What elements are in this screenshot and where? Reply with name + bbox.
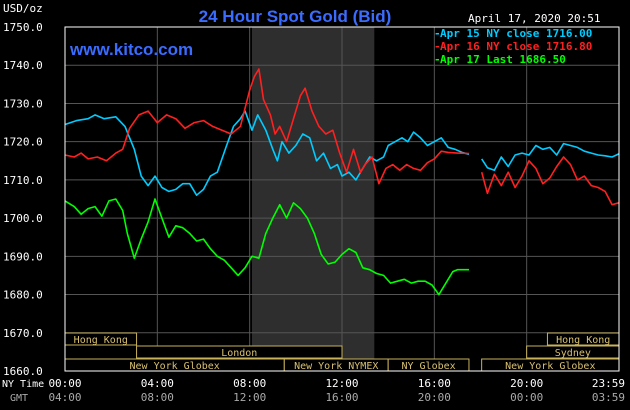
plot-frame	[64, 26, 620, 372]
session-bar-label: New York Globex	[505, 361, 595, 372]
session-bar: Hong Kong	[64, 332, 138, 346]
ny-time-row-label: NY Time	[2, 379, 44, 390]
session-bar-box	[136, 345, 343, 359]
y-tick-label: 1670.0	[3, 327, 43, 340]
session-bar-label: New York Globex	[129, 361, 219, 372]
session-bar-label: New York NYMEX	[294, 361, 378, 372]
price-lines	[64, 68, 620, 296]
session-bar-label: Hong Kong	[556, 335, 610, 346]
series-line	[64, 110, 470, 196]
x-tick-label-ny: 04:00	[141, 377, 174, 390]
kitco-watermark: www.kitco.com	[69, 40, 193, 59]
session-bar-label: Sydney	[555, 348, 591, 359]
series-line	[480, 156, 620, 206]
y-tick-label: 1660.0	[3, 365, 43, 378]
legend-entry-apr17: Apr 17 Last 1686.50	[440, 53, 566, 66]
y-tick-label: 1680.0	[3, 289, 43, 302]
y-tick-label: 1740.0	[3, 59, 43, 72]
y-axis-unit-label: USD/oz	[3, 2, 43, 15]
legend-entry-apr15: Apr 15 NY close 1716.00	[440, 27, 592, 40]
x-tick-label-ny: 12:00	[325, 377, 358, 390]
x-tick-label-gmt: 08:00	[141, 391, 174, 404]
x-tick-label-ny: 20:00	[510, 377, 543, 390]
session-bar: Sydney	[526, 345, 620, 359]
gmt-row-label: GMT	[10, 393, 28, 404]
x-tick-label-gmt: 20:00	[418, 391, 451, 404]
x-tick-label-gmt: 00:00	[510, 391, 543, 404]
series-line	[64, 68, 470, 185]
session-bar-label: NY Globex	[401, 361, 455, 372]
y-tick-label: 1720.0	[3, 136, 43, 149]
x-tick-label-gmt: 12:00	[233, 391, 266, 404]
svg-text:-: -	[434, 40, 441, 53]
x-tick-label-gmt: 16:00	[325, 391, 358, 404]
x-tick-label-ny: 00:00	[48, 377, 81, 390]
x-axis-ticks: 00:0004:0004:0008:0008:0012:0012:0016:00…	[48, 377, 625, 404]
nymex-session-shading	[251, 27, 375, 371]
x-tick-label-ny: 16:00	[418, 377, 451, 390]
chart-title: 24 Hour Spot Gold (Bid)	[199, 7, 392, 26]
y-tick-label: 1700.0	[3, 212, 43, 225]
series-line	[481, 142, 620, 172]
x-tick-label-gmt: 03:59	[592, 391, 625, 404]
session-bar-label: London	[221, 348, 257, 359]
session-bar-label: Hong Kong	[74, 335, 128, 346]
session-bar: Hong Kong	[546, 332, 620, 346]
session-bar: London	[136, 345, 343, 359]
session-bar: New York Globex	[481, 358, 620, 372]
y-tick-label: 1710.0	[3, 174, 43, 187]
y-tick-label: 1690.0	[3, 250, 43, 263]
svg-text:-: -	[434, 53, 441, 66]
chart-date: April 17, 2020 20:51	[468, 12, 600, 25]
svg-text:-: -	[434, 27, 441, 40]
x-tick-label-ny: 08:00	[233, 377, 266, 390]
legend-entry-apr16: Apr 16 NY close 1716.80	[440, 40, 592, 53]
legend: Apr 15 NY close 1716.00 Apr 16 NY close …	[440, 27, 592, 66]
session-bar: New York NYMEX	[283, 358, 389, 372]
y-tick-label: 1730.0	[3, 97, 43, 110]
legend-markers: - - -	[434, 27, 441, 66]
x-tick-label-ny: 23:59	[592, 377, 625, 390]
series-line	[64, 198, 469, 296]
session-bar: NY Globex	[387, 358, 470, 372]
y-tick-label: 1750.0	[3, 21, 43, 34]
session-bar: New York Globex	[64, 358, 285, 372]
x-tick-label-gmt: 04:00	[48, 391, 81, 404]
y-axis-ticks: 1750.0 1740.0 1730.0 1720.0 1710.0 1700.0 1690…	[3, 21, 43, 378]
